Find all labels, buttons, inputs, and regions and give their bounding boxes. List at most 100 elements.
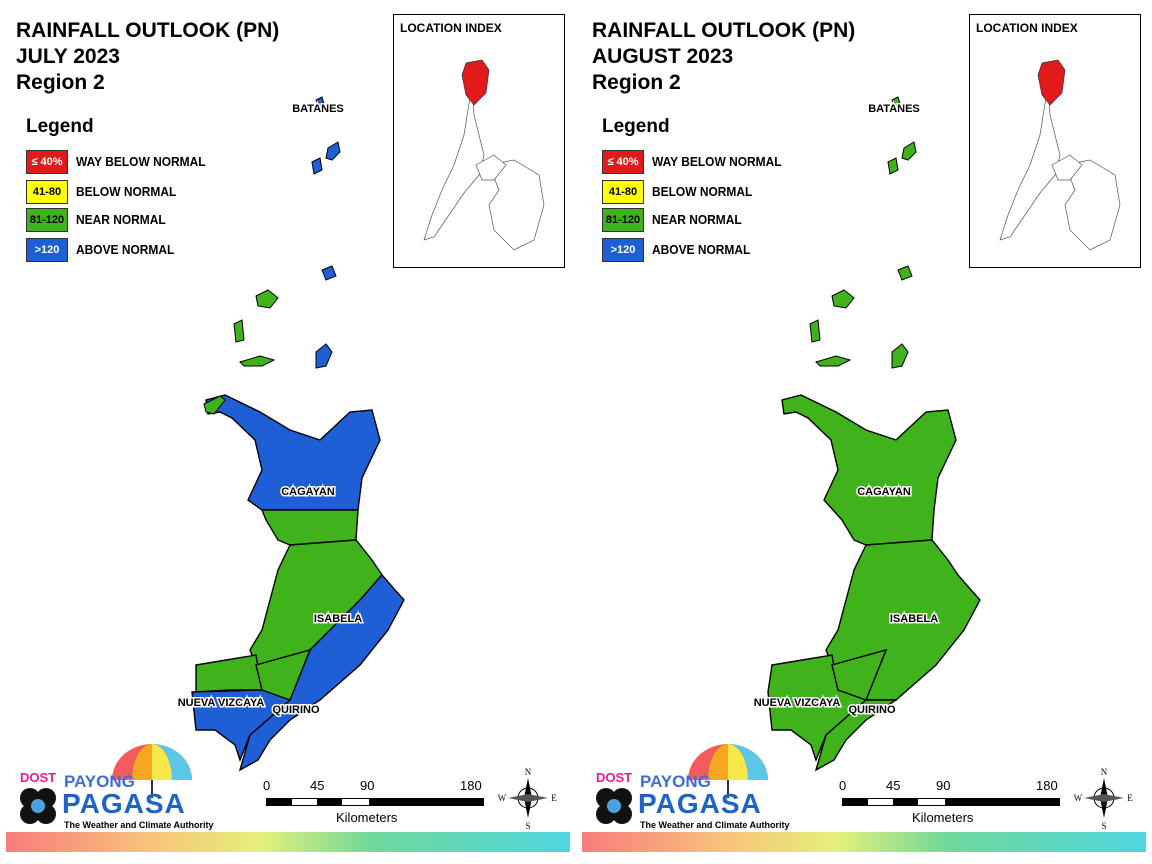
location-index: LOCATION INDEX — [969, 14, 1141, 268]
babuyan-island — [891, 343, 909, 369]
logo-pagasa: PAGASA — [62, 788, 186, 819]
legend-swatch: 81-120 — [602, 208, 644, 232]
legend-swatch: ≤ 40% — [602, 150, 644, 174]
legend-title: Legend — [602, 116, 670, 137]
legend-label: ABOVE NORMAL — [76, 242, 175, 257]
babuyan-island — [239, 355, 276, 367]
map-title: RAINFALL OUTLOOK (PN) AUGUST 2023 Region… — [592, 18, 855, 96]
babuyan-island — [815, 355, 852, 367]
logo-pagasa: PAGASA — [638, 788, 762, 819]
legend-swatch: 41-80 — [602, 180, 644, 204]
svg-text:S: S — [1101, 821, 1106, 830]
nueva-vizcaya-north-region — [195, 654, 263, 693]
cagayan-west-tip — [203, 395, 226, 415]
svg-text:W: W — [498, 793, 507, 803]
dost-emblem-icon — [20, 788, 56, 824]
scale-tick: 0 — [263, 778, 271, 793]
svg-text:W: W — [1074, 793, 1083, 803]
cagayan-region — [781, 394, 957, 546]
compass-rose-icon: N S W E — [498, 767, 557, 830]
location-index-title: LOCATION INDEX — [976, 21, 1078, 35]
scale-bar: 0 45 90 180 Kilometers — [839, 778, 1060, 828]
legend-label: ABOVE NORMAL — [652, 242, 751, 257]
scale-tick: 45 — [310, 778, 325, 793]
batanes-island — [325, 141, 341, 161]
pagasa-logo: DOST PAYONG PAGASA The Weather and Clima… — [16, 740, 214, 836]
babuyan-island — [315, 343, 333, 369]
batanes-island — [891, 96, 901, 107]
babuyan-island — [831, 289, 855, 309]
philippines-inset-map — [423, 59, 545, 251]
inset-region2-highlight — [461, 59, 490, 106]
batanes-island — [887, 157, 899, 175]
panel-august: RAINFALL OUTLOOK (PN) AUGUST 2023 Region… — [576, 0, 1152, 864]
legend-title: Legend — [26, 116, 94, 137]
panel-july: RAINFALL OUTLOOK (PN) JULY 2023 Region 2… — [6, 14, 570, 852]
svg-text:E: E — [1127, 793, 1133, 803]
batanes-island — [311, 157, 323, 175]
inset-mindanao-outline — [488, 159, 545, 251]
umbrella-icon — [112, 744, 192, 798]
scale-tick: 180 — [460, 778, 482, 793]
cagayan-north-region — [205, 394, 381, 511]
footer-gradient-bar — [6, 832, 570, 852]
svg-text:S: S — [525, 821, 530, 830]
scale-tick: 90 — [936, 778, 951, 793]
dost-emblem-icon — [596, 788, 632, 824]
batanes-island — [901, 141, 917, 161]
location-index: LOCATION INDEX — [393, 14, 565, 268]
legend-label: NEAR NORMAL — [76, 212, 166, 227]
legend-swatch: >120 — [26, 238, 68, 262]
scale-bar-track — [842, 798, 1060, 806]
logo-tagline: The Weather and Climate Authority — [640, 820, 790, 830]
svg-text:E: E — [551, 793, 557, 803]
quirino-region — [255, 648, 312, 701]
legend-label: NEAR NORMAL — [652, 212, 742, 227]
legend-label: WAY BELOW NORMAL — [76, 154, 206, 169]
inset-visayas-outline — [1051, 154, 1083, 181]
map-title: RAINFALL OUTLOOK (PN) JULY 2023 Region 2 — [16, 18, 279, 96]
title-region: Region 2 — [592, 71, 681, 94]
svg-text:N: N — [1101, 767, 1108, 777]
label-quirino: QUIRINO — [272, 704, 320, 716]
title-line1: RAINFALL OUTLOOK (PN) — [16, 19, 280, 42]
title-month: JULY 2023 — [16, 45, 120, 68]
label-isabela: ISABELA — [314, 613, 362, 625]
region-map: BATANES CAGAYAN ISABELA NUEVA VIZCAYA QU… — [176, 96, 405, 772]
babuyan-island — [321, 265, 337, 281]
label-cagayan: CAGAYAN — [857, 486, 911, 498]
scale-tick: 180 — [1036, 778, 1058, 793]
babuyan-island — [809, 319, 821, 343]
legend-label: WAY BELOW NORMAL — [652, 154, 782, 169]
label-nueva-vizcaya: NUEVA VIZCAYA — [754, 697, 841, 709]
inset-luzon-outline — [999, 84, 1061, 241]
inset-luzon-outline — [423, 84, 485, 241]
scale-unit: Kilometers — [912, 810, 974, 825]
label-quirino: QUIRINO — [848, 704, 896, 716]
cagayan-south-region — [260, 509, 359, 546]
label-nueva-vizcaya: NUEVA VIZCAYA — [178, 697, 265, 709]
scale-unit: Kilometers — [336, 810, 398, 825]
legend-swatch: 41-80 — [26, 180, 68, 204]
inset-mindanao-outline — [1064, 159, 1121, 251]
title-line1: RAINFALL OUTLOOK (PN) — [592, 19, 856, 42]
logo-tagline: The Weather and Climate Authority — [64, 820, 214, 830]
legend-label: BELOW NORMAL — [76, 184, 177, 199]
label-isabela: ISABELA — [890, 613, 938, 625]
scale-bar: 0 45 90 180 Kilometers — [263, 778, 484, 828]
legend-swatch: >120 — [602, 238, 644, 262]
footer-gradient-bar — [582, 832, 1146, 852]
compass-rose-icon: N S W E — [1074, 767, 1133, 830]
label-batanes: BATANES — [868, 103, 920, 115]
legend-swatch: 81-120 — [26, 208, 68, 232]
quirino-region — [814, 648, 899, 772]
title-region: Region 2 — [16, 71, 105, 94]
scale-tick: 45 — [886, 778, 901, 793]
babuyan-island — [897, 265, 913, 281]
svg-text:N: N — [525, 767, 532, 777]
inset-region2-highlight — [1037, 59, 1066, 106]
philippines-inset-map — [999, 59, 1121, 251]
umbrella-icon — [688, 744, 768, 798]
logo-dost: DOST — [596, 770, 633, 785]
scale-bar-track — [266, 798, 484, 806]
